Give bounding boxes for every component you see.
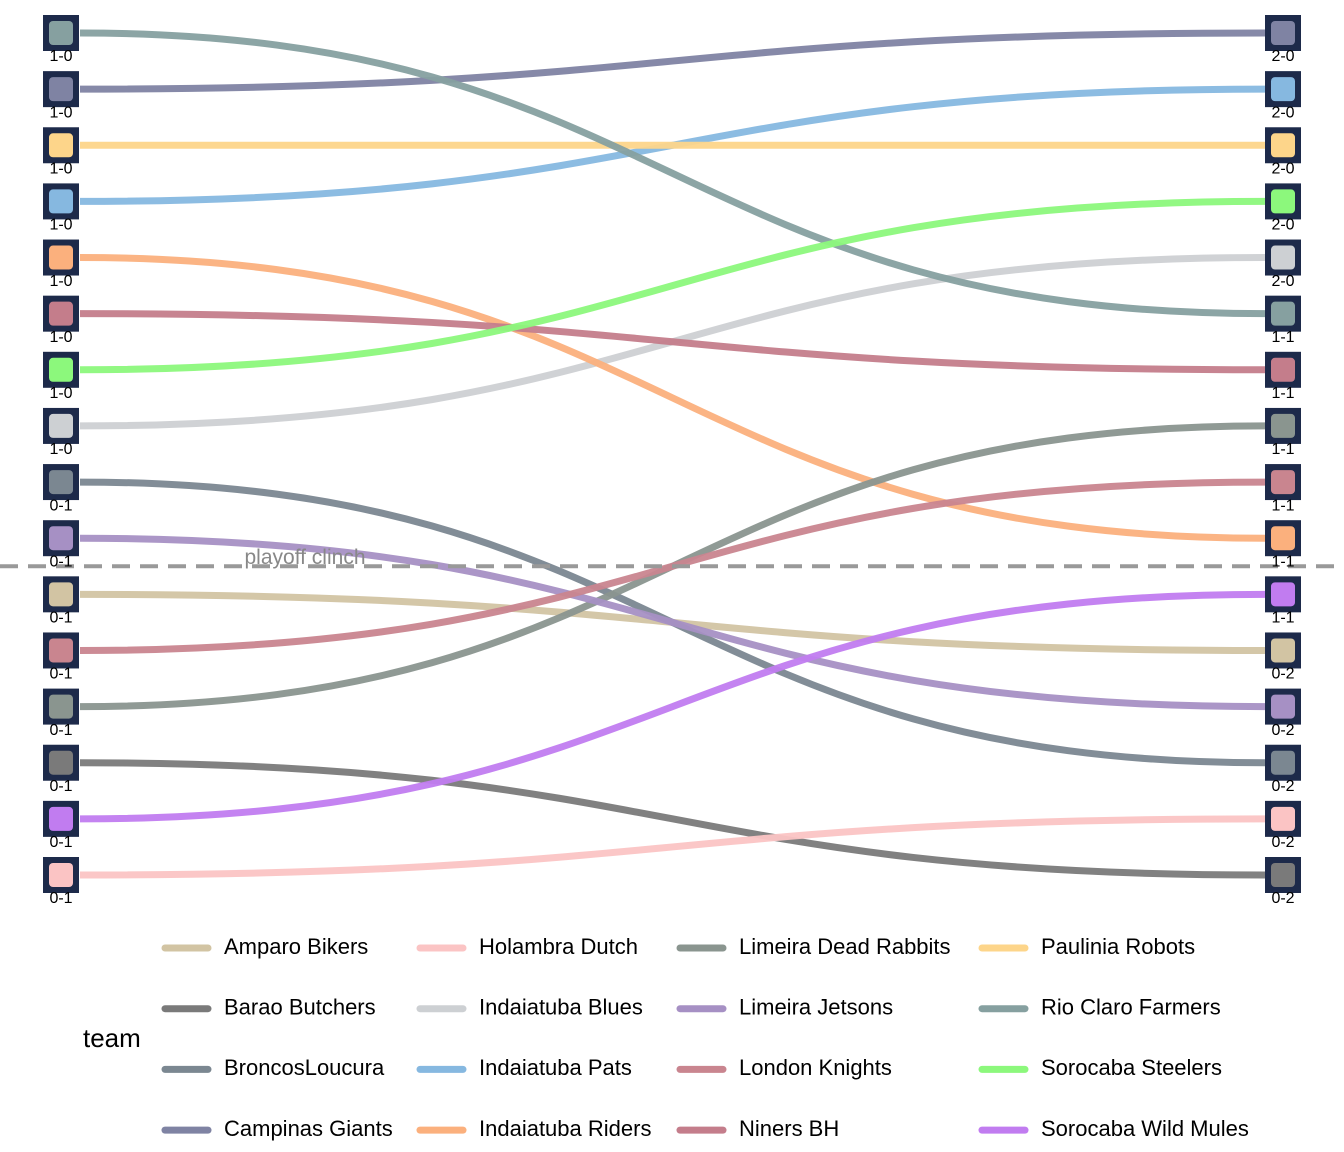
- record-label: 0-1: [49, 666, 72, 683]
- record-label: 1-0: [49, 385, 72, 402]
- team-logo-accent: [1271, 470, 1295, 495]
- team-logo-accent: [49, 77, 73, 102]
- legend-label: Sorocaba Wild Mules: [1041, 1116, 1249, 1141]
- legend-label: London Knights: [739, 1055, 892, 1080]
- legend-label: Barao Butchers: [224, 995, 376, 1020]
- team-logo-accent: [49, 357, 73, 382]
- legend-label: Sorocaba Steelers: [1041, 1055, 1222, 1080]
- lines: [79, 29, 1266, 879]
- team-logo-accent: [1271, 413, 1295, 438]
- record-label: 0-2: [1271, 834, 1294, 851]
- team-logo-accent: [1271, 750, 1295, 775]
- team-logo-accent: [1271, 77, 1295, 102]
- team-logo-accent: [49, 413, 73, 438]
- team-line: [79, 197, 1266, 374]
- record-label: 0-1: [49, 553, 72, 570]
- legend-label: Niners BH: [739, 1116, 839, 1141]
- record-label: 1-0: [49, 104, 72, 121]
- team-line: [79, 29, 1266, 318]
- team-logo-accent: [1271, 357, 1295, 382]
- record-label: 0-1: [49, 778, 72, 795]
- legend-label: Indaiatuba Blues: [479, 995, 643, 1020]
- team-logo-accent: [1271, 245, 1295, 270]
- team-logo-accent: [1271, 863, 1295, 887]
- record-label: 1-1: [1271, 553, 1294, 570]
- record-label: 0-1: [49, 890, 72, 907]
- team-line: [79, 29, 1266, 93]
- team-logo-accent: [1271, 189, 1295, 214]
- record-label: 1-0: [49, 160, 72, 177]
- team-logo-accent: [49, 582, 73, 607]
- team-logo-accent: [1271, 21, 1295, 45]
- team-logo-accent: [49, 245, 73, 270]
- record-label: 1-1: [1271, 329, 1294, 346]
- team-line: [79, 254, 1266, 542]
- team-line: [79, 534, 1266, 711]
- legend-title: team: [83, 1023, 141, 1053]
- team-logo-accent: [1271, 638, 1295, 663]
- record-label: 0-2: [1271, 722, 1294, 739]
- team-logo-accent: [49, 301, 73, 326]
- team-logo-accent: [1271, 806, 1295, 831]
- record-label: 1-0: [49, 441, 72, 458]
- record-label: 0-1: [49, 834, 72, 851]
- record-label: 0-1: [49, 610, 72, 627]
- team-logo-accent: [49, 133, 73, 158]
- legend-label: Limeira Dead Rabbits: [739, 934, 951, 959]
- legend-label: BroncosLoucura: [224, 1055, 385, 1080]
- team-line: [79, 310, 1266, 374]
- record-label: 0-1: [49, 497, 72, 514]
- record-label: 1-0: [49, 273, 72, 290]
- team-logo-accent: [49, 750, 73, 775]
- clinch-label: playoff clinch: [244, 546, 365, 569]
- legend-label: Indaiatuba Pats: [479, 1055, 632, 1080]
- record-label: 1-0: [49, 329, 72, 346]
- record-label: 1-1: [1271, 385, 1294, 402]
- record-label: 2-0: [1271, 217, 1294, 234]
- team-logo-accent: [1271, 526, 1295, 551]
- record-label: 2-0: [1271, 104, 1294, 121]
- record-label: 0-2: [1271, 778, 1294, 795]
- record-label: 2-0: [1271, 273, 1294, 290]
- team-logo-accent: [49, 189, 73, 214]
- team-line: [79, 590, 1266, 823]
- record-label: 0-1: [49, 722, 72, 739]
- team-line: [79, 759, 1266, 879]
- record-label: 1-0: [49, 217, 72, 234]
- team-logo-accent: [49, 638, 73, 663]
- legend-label: Campinas Giants: [224, 1116, 393, 1141]
- legend-label: Indaiatuba Riders: [479, 1116, 651, 1141]
- record-label: 0-2: [1271, 666, 1294, 683]
- team-logo-accent: [49, 21, 73, 45]
- record-label: 2-0: [1271, 48, 1294, 65]
- team-logo-accent: [49, 863, 73, 887]
- legend-label: Amparo Bikers: [224, 934, 368, 959]
- team-logo-accent: [1271, 582, 1295, 607]
- record-label: 2-0: [1271, 160, 1294, 177]
- legend-label: Holambra Dutch: [479, 934, 638, 959]
- team-logo-accent: [49, 694, 73, 719]
- team-logo-accent: [1271, 301, 1295, 326]
- team-logo-accent: [1271, 694, 1295, 719]
- record-label: 0-2: [1271, 890, 1294, 907]
- record-label: 1-1: [1271, 441, 1294, 458]
- team-logo-accent: [49, 806, 73, 831]
- legend-label: Limeira Jetsons: [739, 995, 893, 1020]
- team-logo-accent: [49, 470, 73, 495]
- team-logo-accent: [49, 526, 73, 551]
- team-logo-accent: [1271, 133, 1295, 158]
- record-label: 1-1: [1271, 497, 1294, 514]
- legend-label: Rio Claro Farmers: [1041, 995, 1221, 1020]
- team-line: [79, 815, 1266, 879]
- record-label: 1-1: [1271, 610, 1294, 627]
- legend-label: Paulinia Robots: [1041, 934, 1195, 959]
- record-label: 1-0: [49, 48, 72, 65]
